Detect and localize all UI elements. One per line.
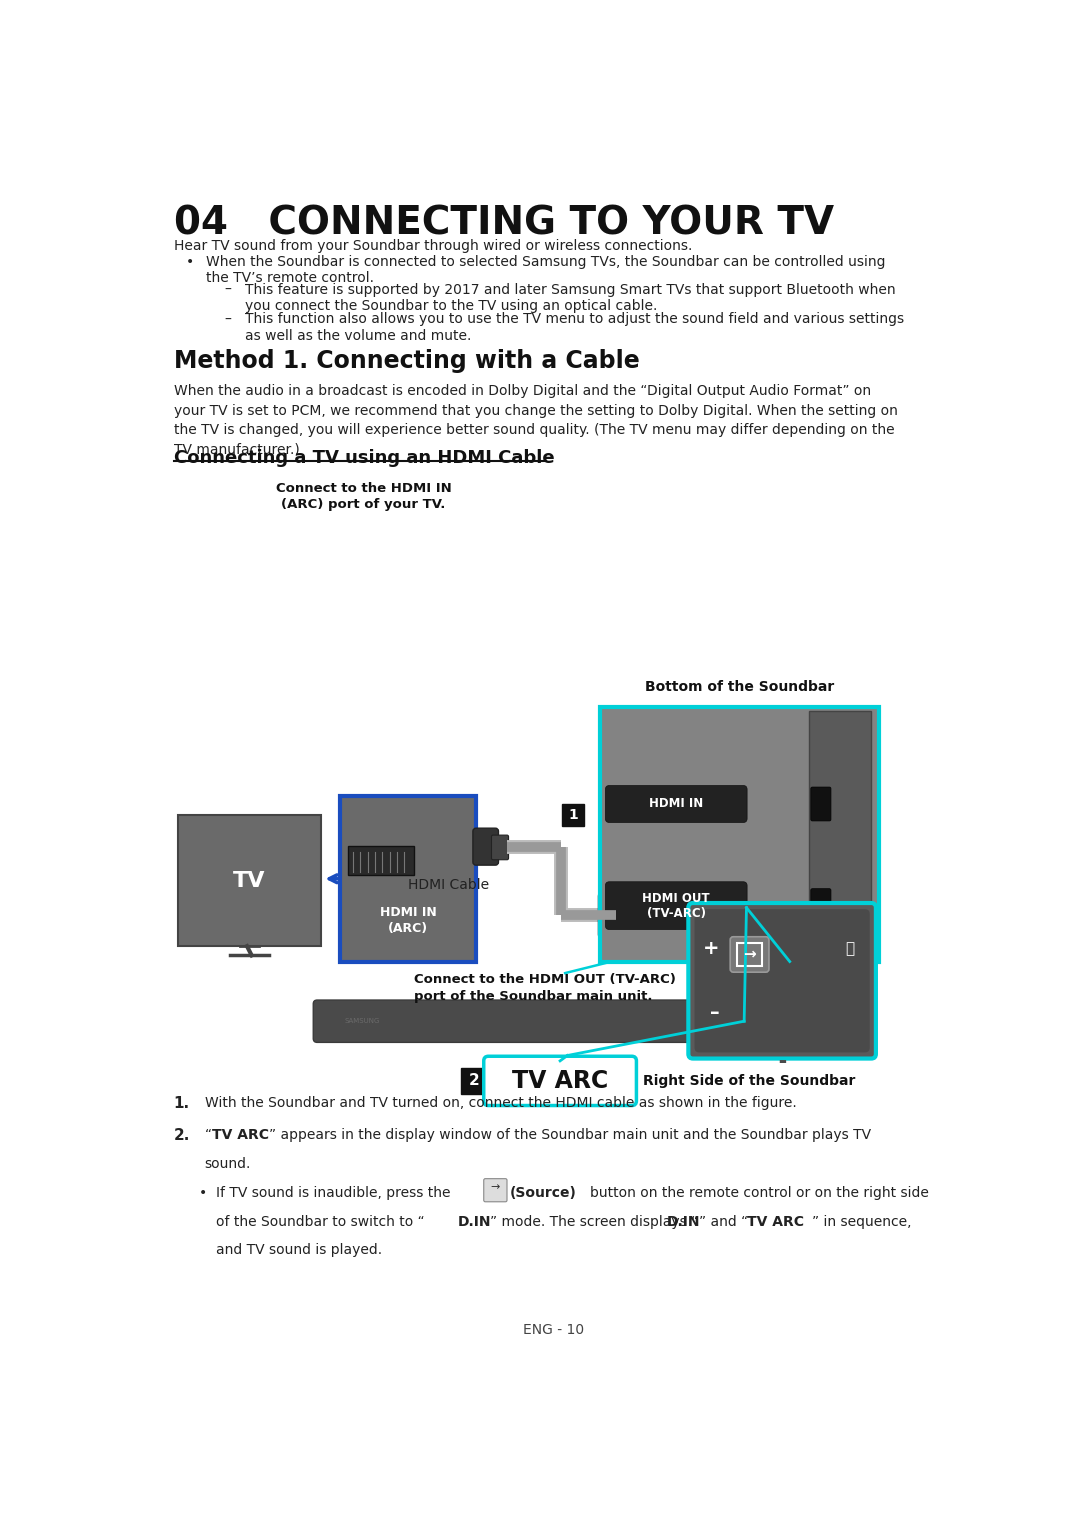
FancyBboxPatch shape <box>491 835 509 859</box>
Text: –: – <box>225 283 231 297</box>
FancyBboxPatch shape <box>562 804 583 826</box>
Text: 1.: 1. <box>174 1095 190 1111</box>
FancyBboxPatch shape <box>606 786 747 823</box>
Text: of the Soundbar to switch to “: of the Soundbar to switch to “ <box>216 1215 426 1229</box>
Text: TV ARC: TV ARC <box>212 1128 269 1141</box>
Text: 2.: 2. <box>174 1128 190 1143</box>
Text: ” appears in the display window of the Soundbar main unit and the Soundbar plays: ” appears in the display window of the S… <box>269 1128 872 1141</box>
Text: Hear TV sound from your Soundbar through wired or wireless connections.: Hear TV sound from your Soundbar through… <box>174 239 692 253</box>
Text: TV ARC: TV ARC <box>512 1069 608 1092</box>
Text: →: → <box>743 947 756 962</box>
FancyBboxPatch shape <box>694 908 869 1052</box>
Text: (Source): (Source) <box>510 1186 577 1200</box>
Text: If TV sound is inaudible, press the: If TV sound is inaudible, press the <box>216 1186 450 1200</box>
FancyBboxPatch shape <box>600 708 879 962</box>
Text: →: → <box>490 1183 500 1192</box>
FancyBboxPatch shape <box>348 846 414 875</box>
Text: This feature is supported by 2017 and later Samsung Smart TVs that support Bluet: This feature is supported by 2017 and la… <box>245 283 895 314</box>
Text: Connect to the HDMI IN
(ARC) port of your TV.: Connect to the HDMI IN (ARC) port of you… <box>275 483 451 510</box>
Text: With the Soundbar and TV turned on, connect the HDMI cable as shown in the figur: With the Soundbar and TV turned on, conn… <box>205 1095 797 1109</box>
Text: Bottom of the Soundbar: Bottom of the Soundbar <box>645 680 834 694</box>
Text: ▬: ▬ <box>779 1057 786 1066</box>
Text: –: – <box>710 1003 719 1022</box>
Text: •: • <box>199 1186 206 1200</box>
FancyBboxPatch shape <box>484 1178 507 1201</box>
Text: ” and “: ” and “ <box>699 1215 748 1229</box>
Text: “: “ <box>205 1128 212 1141</box>
FancyBboxPatch shape <box>177 815 321 947</box>
Text: sound.: sound. <box>205 1157 252 1170</box>
Text: TV ARC: TV ARC <box>747 1215 805 1229</box>
FancyBboxPatch shape <box>809 711 870 958</box>
FancyBboxPatch shape <box>811 787 831 821</box>
Text: Right Side of the Soundbar: Right Side of the Soundbar <box>643 1074 855 1088</box>
Text: TV: TV <box>233 870 266 890</box>
Text: ” mode. The screen displays “: ” mode. The screen displays “ <box>490 1215 698 1229</box>
Text: When the audio in a broadcast is encoded in Dolby Digital and the “Digital Outpu: When the audio in a broadcast is encoded… <box>174 385 897 457</box>
Text: Connect to the HDMI OUT (TV-ARC)
port of the Soundbar main unit.: Connect to the HDMI OUT (TV-ARC) port of… <box>414 973 676 1003</box>
Text: When the Soundbar is connected to selected Samsung TVs, the Soundbar can be cont: When the Soundbar is connected to select… <box>206 254 886 285</box>
FancyBboxPatch shape <box>620 899 638 931</box>
Text: 1: 1 <box>568 809 578 823</box>
Text: ” in sequence,: ” in sequence, <box>811 1215 912 1229</box>
FancyBboxPatch shape <box>606 882 747 930</box>
Text: 2: 2 <box>469 1074 480 1088</box>
FancyBboxPatch shape <box>484 1056 636 1106</box>
Text: and TV sound is played.: and TV sound is played. <box>216 1244 382 1258</box>
Text: –: – <box>225 313 231 326</box>
Text: ENG - 10: ENG - 10 <box>523 1322 584 1336</box>
Text: 04   CONNECTING TO YOUR TV: 04 CONNECTING TO YOUR TV <box>174 205 834 242</box>
Text: button on the remote control or on the right side: button on the remote control or on the r… <box>590 1186 929 1200</box>
FancyBboxPatch shape <box>473 829 499 866</box>
Text: Method 1. Connecting with a Cable: Method 1. Connecting with a Cable <box>174 349 639 372</box>
Text: Connecting a TV using an HDMI Cable: Connecting a TV using an HDMI Cable <box>174 449 554 467</box>
FancyBboxPatch shape <box>460 1068 487 1094</box>
FancyBboxPatch shape <box>340 797 476 962</box>
Text: ⏻: ⏻ <box>845 941 854 956</box>
Text: +: + <box>703 939 720 958</box>
FancyBboxPatch shape <box>313 1000 751 1042</box>
Text: HDMI IN
(ARC): HDMI IN (ARC) <box>380 905 436 935</box>
FancyBboxPatch shape <box>688 902 876 1059</box>
Text: HDMI Cable: HDMI Cable <box>408 878 489 892</box>
Text: HDMI IN: HDMI IN <box>649 798 703 810</box>
Text: SAMSUNG: SAMSUNG <box>345 1019 380 1025</box>
FancyBboxPatch shape <box>729 1003 745 1039</box>
Text: D.IN: D.IN <box>458 1215 491 1229</box>
FancyBboxPatch shape <box>730 936 769 973</box>
FancyBboxPatch shape <box>811 889 831 922</box>
FancyBboxPatch shape <box>598 893 627 938</box>
Text: •: • <box>186 254 193 268</box>
Text: D.IN: D.IN <box>666 1215 700 1229</box>
Text: HDMI OUT
(TV-ARC): HDMI OUT (TV-ARC) <box>643 892 710 919</box>
Text: This function also allows you to use the TV menu to adjust the sound field and v: This function also allows you to use the… <box>245 313 904 343</box>
